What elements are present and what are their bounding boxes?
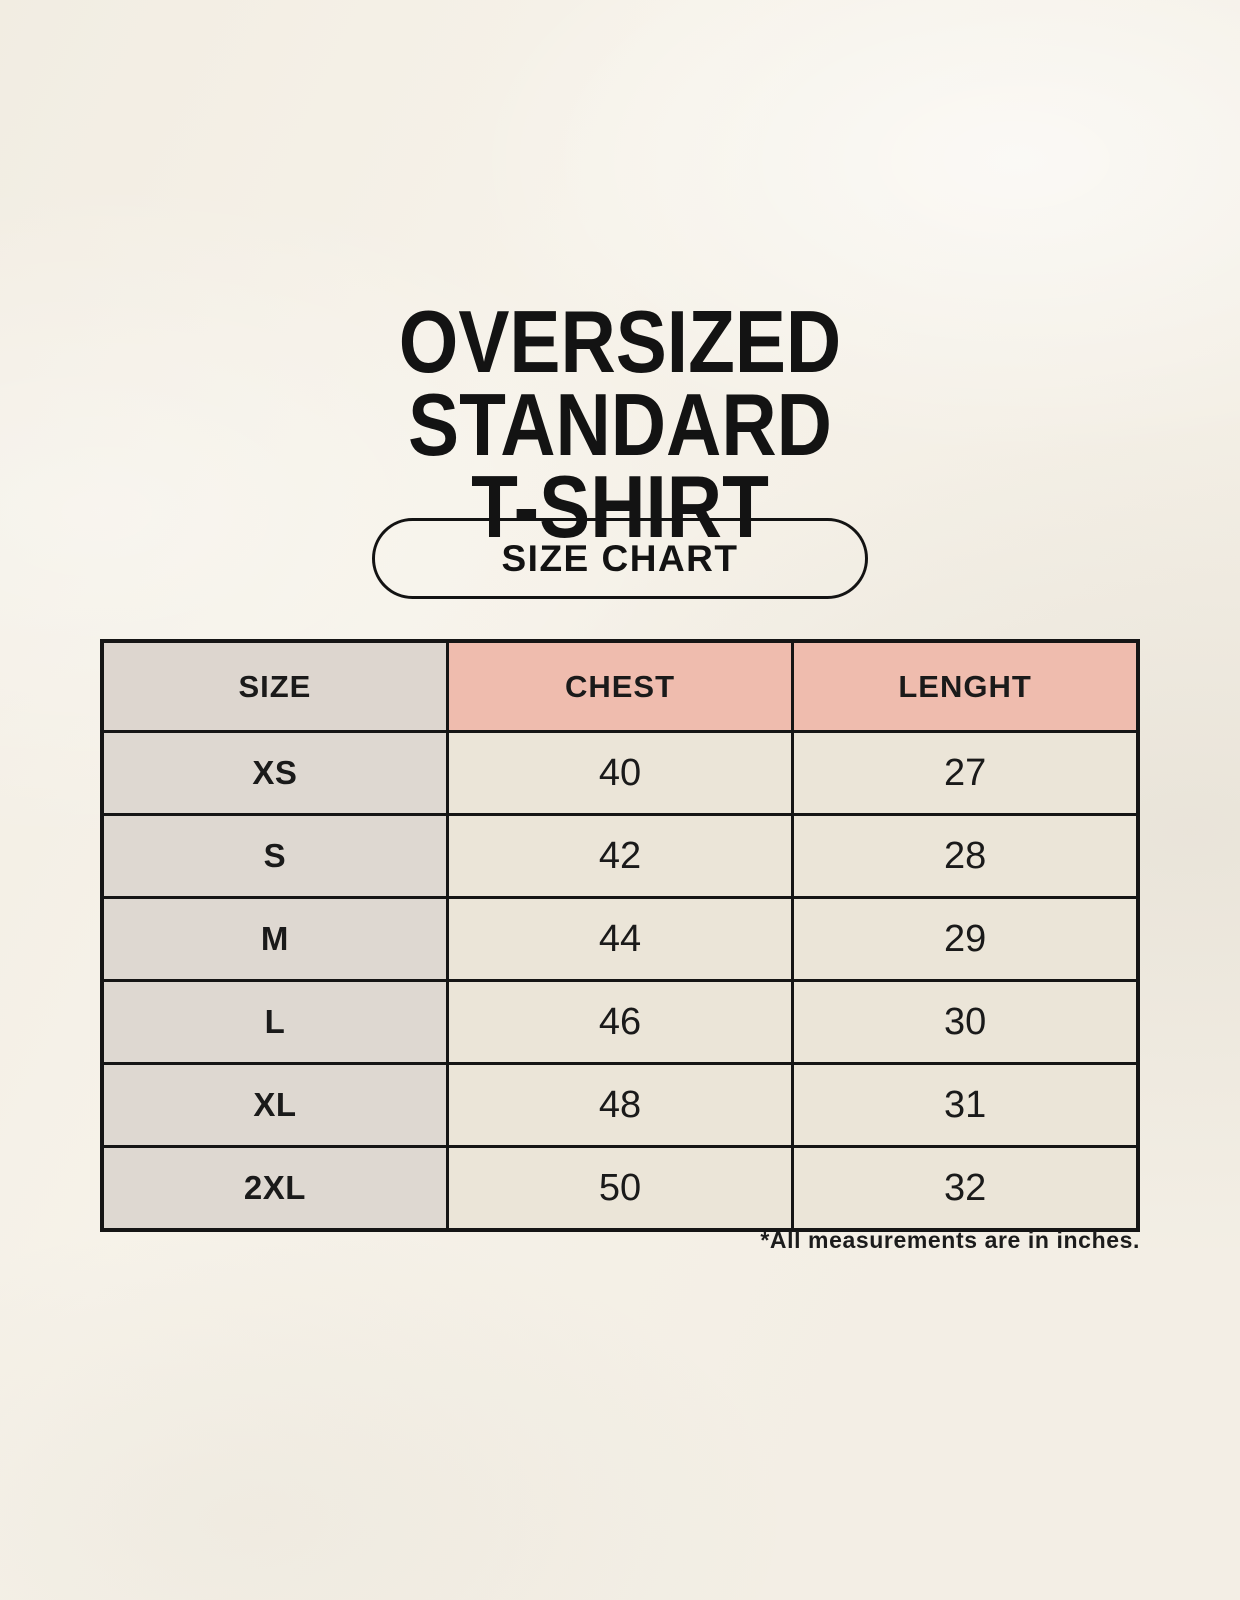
chest-cell: 40: [445, 730, 795, 816]
header-cell-length: LENGHT: [791, 639, 1140, 733]
table-row-xs: XS 40 27: [100, 730, 1140, 816]
size-chart-badge-label: SIZE CHART: [501, 537, 739, 579]
product-title-line-1: OVERSIZED: [398, 291, 842, 391]
measurements-note: *All measurements are in inches.: [760, 1227, 1140, 1253]
table-row-xl: XL 48 31: [100, 1062, 1140, 1148]
chest-cell: 50: [445, 1145, 795, 1232]
length-cell: 30: [791, 979, 1140, 1065]
chest-cell: 46: [445, 979, 795, 1065]
table-row-m: M 44 29: [100, 896, 1140, 982]
header-cell-size: SIZE: [100, 639, 449, 733]
size-chart-table: SIZE CHEST LENGHT XS 40 27 S 42 28 M: [100, 639, 1140, 1232]
size-cell: 2XL: [100, 1145, 449, 1232]
product-title-line-2: STANDARD: [408, 374, 832, 474]
size-chart-badge: SIZE CHART: [372, 518, 868, 599]
table-header-row: SIZE CHEST LENGHT: [100, 639, 1140, 733]
size-cell: XL: [100, 1062, 449, 1148]
header-cell-chest: CHEST: [445, 639, 795, 733]
size-chart-table-container: SIZE CHEST LENGHT XS 40 27 S 42 28 M: [100, 639, 1140, 1232]
size-cell: S: [100, 813, 449, 899]
product-title: OVERSIZED STANDARD T-SHIRT: [81, 291, 1160, 557]
chest-cell: 44: [445, 896, 795, 982]
product-title-line-3: T-SHIRT: [471, 457, 769, 557]
table-row-l: L 46 30: [100, 979, 1140, 1065]
chest-cell: 42: [445, 813, 795, 899]
length-cell: 27: [791, 730, 1140, 816]
size-cell: XS: [100, 730, 449, 816]
table-row-2xl: 2XL 50 32: [100, 1145, 1140, 1232]
length-cell: 29: [791, 896, 1140, 982]
length-cell: 28: [791, 813, 1140, 899]
table-row-s: S 42 28: [100, 813, 1140, 899]
length-cell: 31: [791, 1062, 1140, 1148]
size-cell: M: [100, 896, 449, 982]
size-cell: L: [100, 979, 449, 1065]
chest-cell: 48: [445, 1062, 795, 1148]
length-cell: 32: [791, 1145, 1140, 1232]
